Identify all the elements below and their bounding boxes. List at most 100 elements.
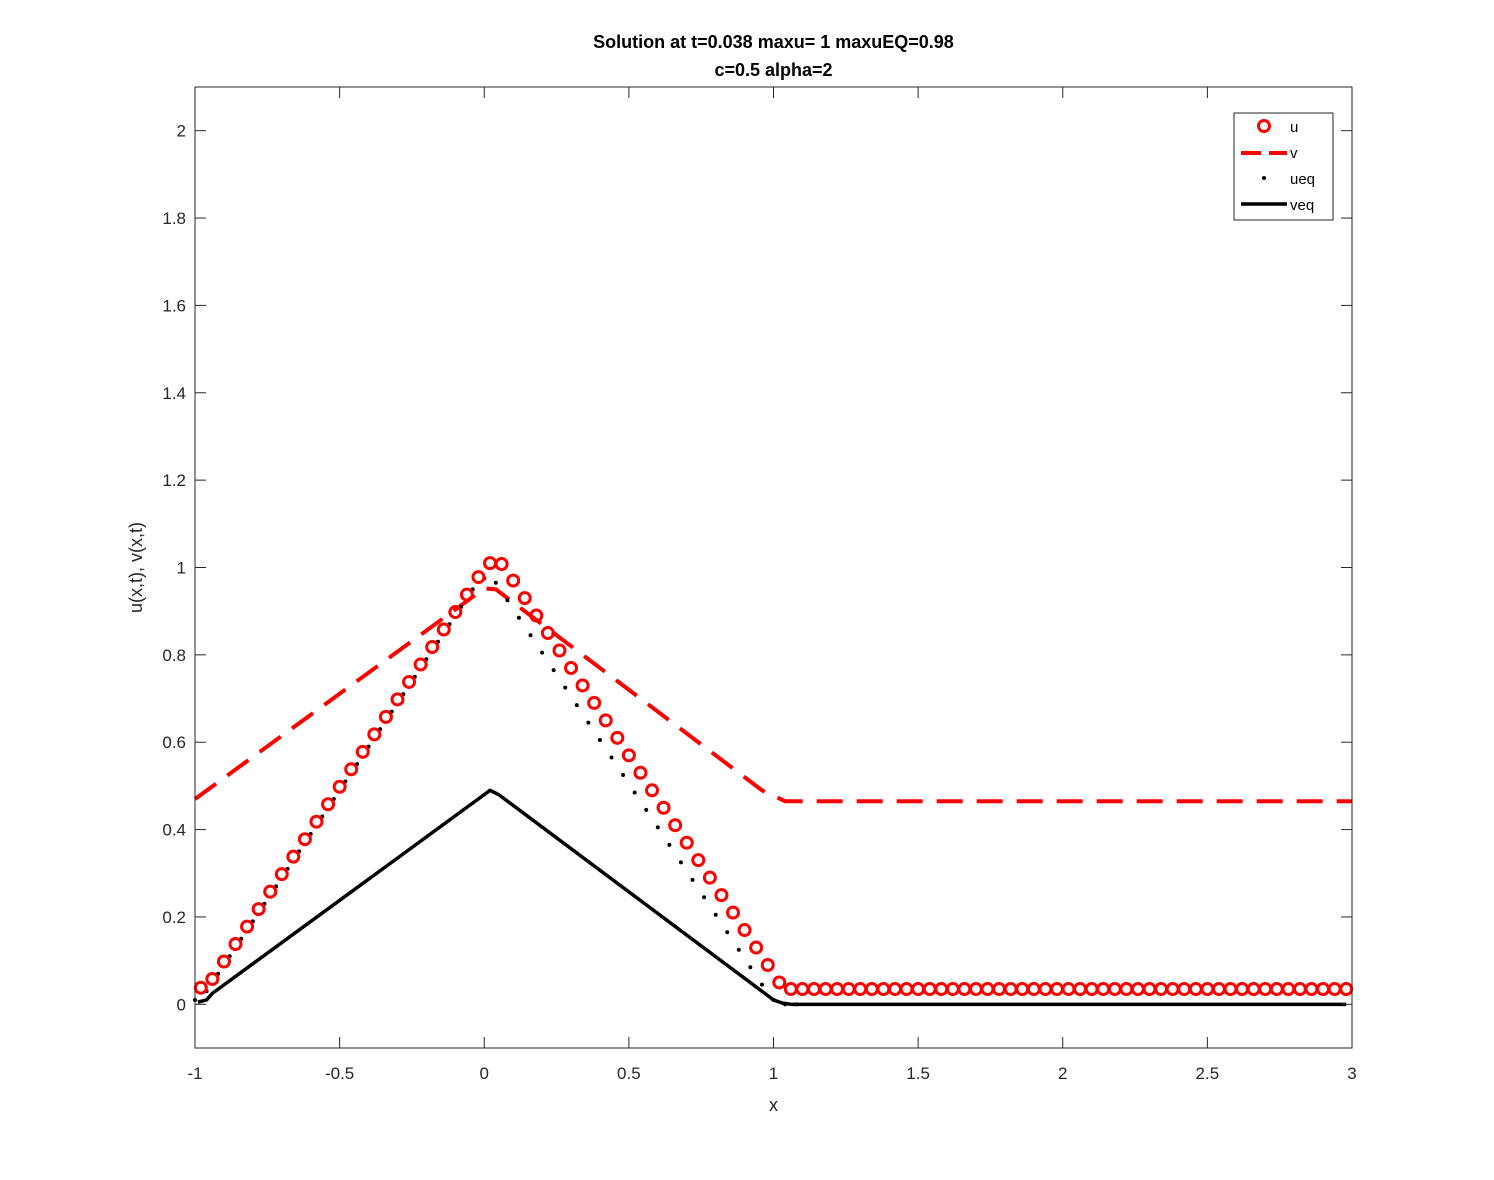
x-tick-label: 2 (1058, 1064, 1067, 1083)
tick-layer: -1 -0.5 0 0.5 1 1.5 2 2.5 3 0 0.2 0.4 0.6 0.8 1 1.2 1.4 1… (162, 87, 1357, 1083)
series-u-point (332, 779, 347, 794)
series-u-point (621, 748, 636, 763)
series-u-point (205, 971, 220, 986)
series-ueq-point (644, 807, 649, 812)
series-u-point (459, 587, 474, 602)
series-u-point (297, 832, 312, 847)
series-u-point (679, 835, 694, 850)
series-ueq-point (563, 685, 568, 690)
series-u-point (540, 626, 555, 641)
series-ueq-point (794, 1002, 799, 1007)
series-u-point (714, 888, 729, 903)
x-tick-label: -1 (187, 1064, 202, 1083)
legend-label-v: v (1290, 145, 1298, 162)
x-tick-label: 2.5 (1196, 1064, 1220, 1083)
series-ueq-point (632, 790, 637, 795)
series-u-point (228, 937, 243, 952)
series-u-point (702, 870, 717, 885)
x-tick-label: 0.5 (617, 1064, 641, 1083)
legend-ueq-marker (1262, 176, 1266, 180)
y-tick-label: 0.6 (162, 733, 186, 752)
legend: uv ueq veq (1233, 112, 1334, 221)
series-u-point (390, 692, 405, 707)
series-ueq-point (540, 650, 545, 655)
series-u-point (587, 695, 602, 710)
series-u-point (645, 783, 660, 798)
series-u-point (506, 573, 521, 588)
series-u-point (772, 975, 787, 990)
legend-box (1233, 112, 1334, 221)
series-u-point (344, 762, 359, 777)
x-tick-label: 1 (769, 1064, 778, 1083)
series-u-point (274, 867, 289, 882)
series-ueq-point (505, 598, 510, 603)
series-ueq-point (690, 877, 695, 882)
series-ueq-point (678, 860, 683, 865)
series-ueq-point (516, 615, 521, 620)
x-tick-label: 1.5 (906, 1064, 930, 1083)
y-tick-label: 1.2 (162, 471, 186, 490)
x-tick-label: 3 (1347, 1064, 1356, 1083)
series-u-point (413, 657, 428, 672)
chart-title-line-2: c=0.5 alpha=2 (714, 60, 832, 80)
series-u-point (529, 608, 544, 623)
plot-area (195, 87, 1352, 1048)
series-ueq-point (574, 703, 579, 708)
series-ueq-point (783, 1002, 788, 1007)
series-u-point (598, 713, 613, 728)
series-u-point (749, 940, 764, 955)
series-ueq-point (621, 772, 626, 777)
series-v-line (193, 586, 1352, 804)
series-ueq-point (748, 965, 753, 970)
series-u-point (378, 709, 393, 724)
y-tick-label: 0.2 (162, 908, 186, 927)
y-tick-label: 1.8 (162, 209, 186, 228)
series-u-point (737, 923, 752, 938)
series-u-point (263, 884, 278, 899)
series-ueq-point (725, 930, 730, 935)
series-ueq-point (713, 912, 718, 917)
series-u-point (494, 557, 509, 572)
series-ueq-point (528, 633, 533, 638)
legend-label-ueq: ueq (1290, 171, 1315, 188)
x-tick-label: 0 (480, 1064, 489, 1083)
x-axis-label: x (769, 1095, 778, 1115)
series-u-point (355, 744, 370, 759)
series-u-point (691, 853, 706, 868)
y-tick-label: 0 (177, 995, 186, 1014)
legend-u-marker (1257, 119, 1271, 133)
y-tick-label: 0.8 (162, 646, 186, 665)
x-tick-label: -0.5 (325, 1064, 354, 1083)
series-ueq-point (667, 842, 672, 847)
series-u-point (656, 800, 671, 815)
legend-label-u: u (1290, 119, 1298, 136)
series-u-point (321, 797, 336, 812)
series-u-point (251, 902, 266, 917)
series-u-point (633, 765, 648, 780)
series-u-point (726, 905, 741, 920)
series-ueq-point (551, 668, 556, 673)
series-u-point (668, 818, 683, 833)
chart-title-line-1: Solution at t=0.038 maxu= 1 maxuEQ=0.98 (593, 32, 954, 52)
series-u-point (216, 954, 231, 969)
y-axis-label: u(x,t), v(x,t) (126, 522, 146, 613)
series-u-point (448, 605, 463, 620)
series-u-point (471, 570, 486, 585)
series-ueq-point (771, 997, 776, 1002)
series-ueq-point (702, 895, 707, 900)
y-tick-label: 0.4 (162, 821, 186, 840)
y-tick-label: 1.4 (162, 384, 186, 403)
series-ueq-point (586, 720, 591, 725)
series-ueq-point (655, 825, 660, 830)
series-u-point (760, 958, 775, 973)
series-ueq-point (609, 755, 614, 760)
series-u-point (517, 591, 532, 606)
series-ueq-point (736, 947, 741, 952)
series-u-point (309, 814, 324, 829)
y-tick-label: 1 (177, 559, 186, 578)
series-ueq-point (493, 580, 498, 585)
y-tick-label: 1.6 (162, 296, 186, 315)
y-tick-label: 2 (177, 122, 186, 141)
series-u-point (564, 660, 579, 675)
